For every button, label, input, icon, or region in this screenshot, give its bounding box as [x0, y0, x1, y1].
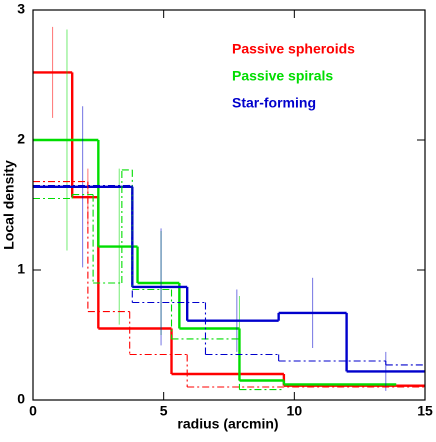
x-tick-label: 0 [29, 403, 37, 419]
x-axis-label: radius (arcmin) [177, 416, 278, 432]
x-tick-label: 10 [287, 403, 303, 419]
x-tick-label: 5 [160, 403, 168, 419]
y-tick-label: 0 [17, 391, 25, 407]
plot-frame [32, 9, 426, 401]
y-tick-label: 3 [17, 1, 25, 17]
legend-entry: Passive spirals [232, 68, 333, 84]
y-tick-label: 2 [17, 131, 25, 147]
legend-entry: Passive spheroids [232, 41, 355, 57]
y-tick-label: 1 [17, 261, 25, 277]
x-tick-label: 15 [417, 403, 433, 419]
y-axis-label: Local density [1, 160, 17, 250]
legend-entry: Star-forming [232, 95, 316, 111]
